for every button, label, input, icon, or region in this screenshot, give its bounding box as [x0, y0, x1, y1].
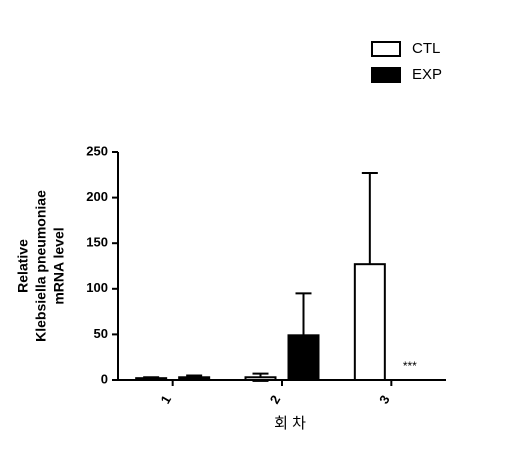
legend-swatch — [371, 41, 401, 57]
y-tick-label: 100 — [86, 280, 108, 295]
x-tick-label: 2 — [267, 393, 284, 407]
y-label-line: mRNA level — [51, 227, 67, 304]
bar — [353, 263, 386, 381]
bar — [287, 334, 320, 382]
x-tick-label: 3 — [376, 393, 393, 407]
y-tick-label: 250 — [86, 143, 108, 158]
y-label-line: Relative — [15, 239, 31, 293]
legend-label: CTL — [412, 40, 440, 57]
bar — [244, 376, 277, 382]
x-tick-label: 1 — [157, 393, 174, 407]
y-tick-label: 150 — [86, 235, 108, 250]
y-label-line: Klebsiella pneumoniae — [33, 190, 49, 342]
y-tick-label: 200 — [86, 189, 108, 204]
x-axis-label: 회 차 — [274, 415, 306, 432]
bar — [135, 377, 168, 381]
bar — [178, 376, 211, 382]
y-axis-label: Relative Klebsiella pneumoniae mRNA leve… — [15, 190, 67, 342]
legend-label: EXP — [412, 66, 442, 83]
legend-swatch — [371, 67, 401, 83]
y-tick-label: 0 — [101, 371, 108, 386]
y-tick-label: 50 — [94, 326, 108, 341]
annotation: *** — [403, 359, 417, 373]
